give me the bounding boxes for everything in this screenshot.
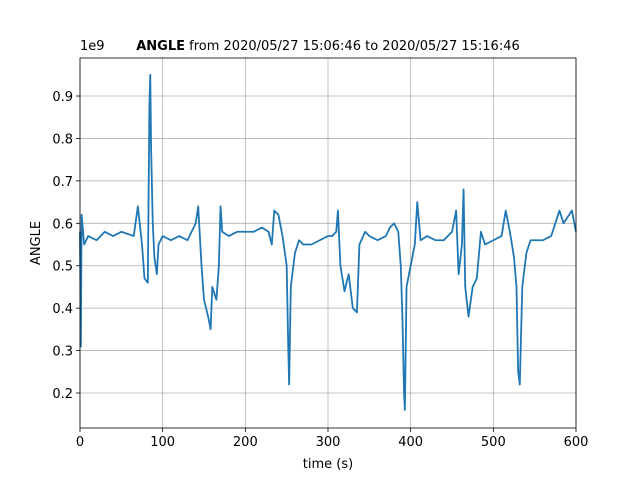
x-axis-label: time (s)	[303, 457, 353, 472]
y-offset-text: 1e9	[80, 39, 105, 54]
x-tick-label: 200	[233, 435, 258, 450]
x-tick-label: 100	[150, 435, 175, 450]
data-line	[79, 73, 577, 411]
y-tick-label: 0.6	[52, 217, 73, 232]
y-tick-label: 0.8	[52, 132, 73, 147]
y-axis-label: ANGLE	[29, 221, 44, 265]
chart-title: ANGLE from 2020/05/27 15:06:46 to 2020/0…	[136, 39, 520, 54]
x-tick-label: 500	[481, 435, 506, 450]
plot-frame	[79, 57, 577, 429]
title-rest: from 2020/05/27 15:06:46 to 2020/05/27 1…	[185, 39, 520, 54]
x-tick-label: 0	[76, 435, 84, 450]
y-tick-label: 0.3	[52, 345, 73, 360]
x-tick-label: 600	[564, 435, 589, 450]
y-tick-label: 0.5	[52, 260, 73, 275]
y-tick-label: 0.4	[52, 302, 73, 317]
x-tick-label: 300	[316, 435, 341, 450]
y-tick-label: 0.9	[52, 90, 73, 105]
y-tick-label: 0.2	[52, 387, 73, 402]
x-tick-label: 400	[398, 435, 423, 450]
y-tick-label: 0.7	[52, 175, 73, 190]
title-bold: ANGLE	[136, 39, 185, 54]
